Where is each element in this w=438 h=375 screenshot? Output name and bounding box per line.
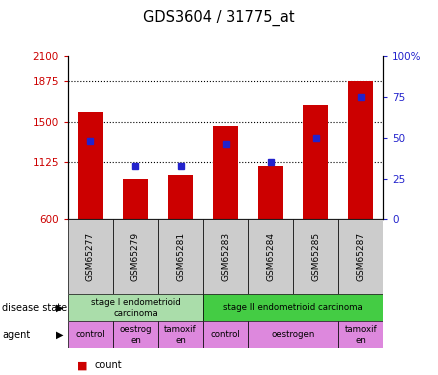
Text: oestrog
en: oestrog en [119, 325, 152, 345]
Text: agent: agent [2, 330, 30, 340]
Bar [213, 126, 238, 219]
Bar [338, 219, 383, 294]
Text: tamoxif
en: tamoxif en [164, 325, 197, 345]
Text: oestrogen: oestrogen [272, 330, 315, 339]
Text: GDS3604 / 31775_at: GDS3604 / 31775_at [143, 9, 295, 26]
Bar [303, 105, 328, 219]
Text: GSM65284: GSM65284 [266, 232, 275, 281]
Text: GSM65279: GSM65279 [131, 232, 140, 281]
Text: control: control [211, 330, 240, 339]
Bar [113, 219, 158, 294]
Bar [158, 219, 203, 294]
Bar [123, 179, 148, 219]
Text: count: count [94, 360, 122, 370]
Bar [258, 165, 283, 219]
Bar [158, 321, 203, 348]
Bar [203, 294, 383, 321]
Text: GSM65281: GSM65281 [176, 232, 185, 281]
Bar [203, 219, 248, 294]
Text: GSM65285: GSM65285 [311, 232, 320, 281]
Bar [168, 176, 193, 219]
Bar [248, 219, 293, 294]
Text: tamoxif
en: tamoxif en [344, 325, 377, 345]
Text: GSM65287: GSM65287 [356, 232, 365, 281]
Text: disease state: disease state [2, 303, 67, 313]
Bar [293, 219, 338, 294]
Text: GSM65277: GSM65277 [86, 232, 95, 281]
Bar [68, 294, 203, 321]
Bar [78, 112, 103, 219]
Text: GSM65283: GSM65283 [221, 232, 230, 281]
Text: ▶: ▶ [56, 303, 64, 313]
Bar [248, 321, 338, 348]
Bar [203, 321, 248, 348]
Bar [113, 321, 158, 348]
Text: stage I endometrioid
carcinoma: stage I endometrioid carcinoma [91, 298, 180, 318]
Bar [338, 321, 383, 348]
Bar [68, 219, 113, 294]
Bar [68, 321, 113, 348]
Text: control: control [75, 330, 105, 339]
Text: stage II endometrioid carcinoma: stage II endometrioid carcinoma [223, 303, 363, 312]
Text: ▶: ▶ [56, 330, 64, 340]
Text: ■: ■ [77, 360, 87, 370]
Bar [348, 81, 373, 219]
